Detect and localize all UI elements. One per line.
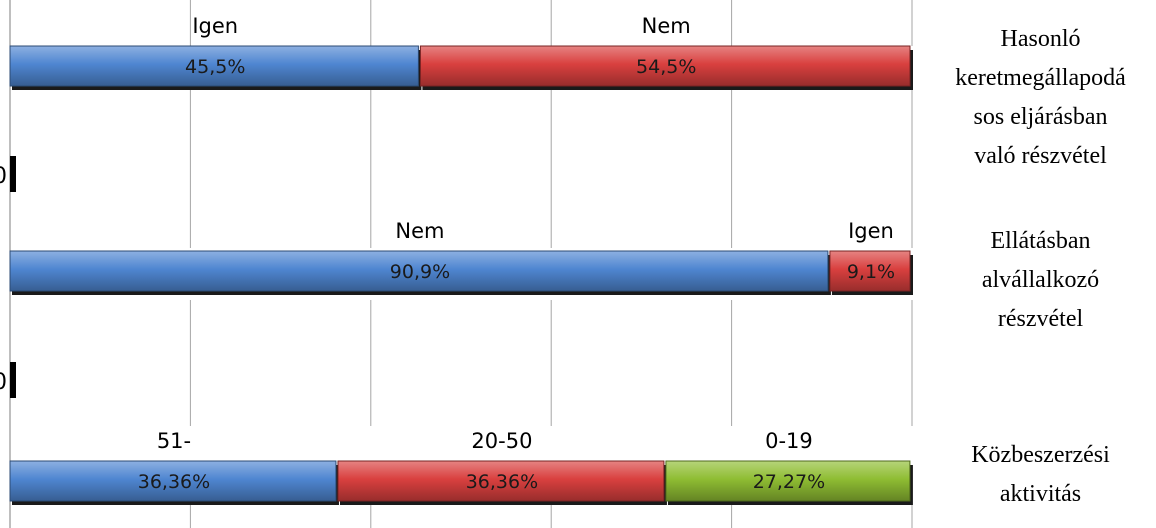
segment-name-label: 0-19 — [765, 429, 813, 453]
segment-name-label: Nem — [395, 219, 444, 243]
data-label: 45,5% — [185, 56, 245, 78]
data-label: 54,5% — [636, 56, 696, 78]
category-label-activity: Közbeszerzési aktivitás — [971, 442, 1110, 507]
data-label: 36,36% — [138, 471, 210, 493]
segment-name-label: 51- — [157, 429, 191, 453]
bar-segment — [337, 460, 665, 502]
bar-segment — [665, 460, 911, 502]
segment-name-label: 20-50 — [471, 429, 532, 453]
data-label: 90,9% — [390, 261, 450, 283]
bar-segment — [9, 460, 337, 502]
category-label-subcontractor: Ellátásban alvállalkozó részvétel — [981, 228, 1100, 332]
data-label: 27,27% — [753, 471, 825, 493]
bar-segment — [9, 250, 829, 292]
segment-name-label: Nem — [642, 14, 691, 38]
tick-label-fragment: 0 — [0, 370, 7, 395]
tick-label-fragment: 0 — [0, 164, 7, 189]
data-label: 9,1% — [847, 261, 895, 283]
bar-segment — [419, 45, 911, 87]
segment-name-label: Igen — [192, 14, 238, 38]
segment-name-label: Igen — [848, 219, 894, 243]
data-label: 36,36% — [466, 471, 538, 493]
axis-tick-mark — [10, 362, 16, 398]
axis-tick-mark — [10, 156, 16, 192]
bar-segment — [829, 250, 911, 292]
category-label-participation: Hasonló keretmegállapodá sos eljárásban … — [955, 26, 1126, 169]
bar-segment — [9, 45, 419, 87]
